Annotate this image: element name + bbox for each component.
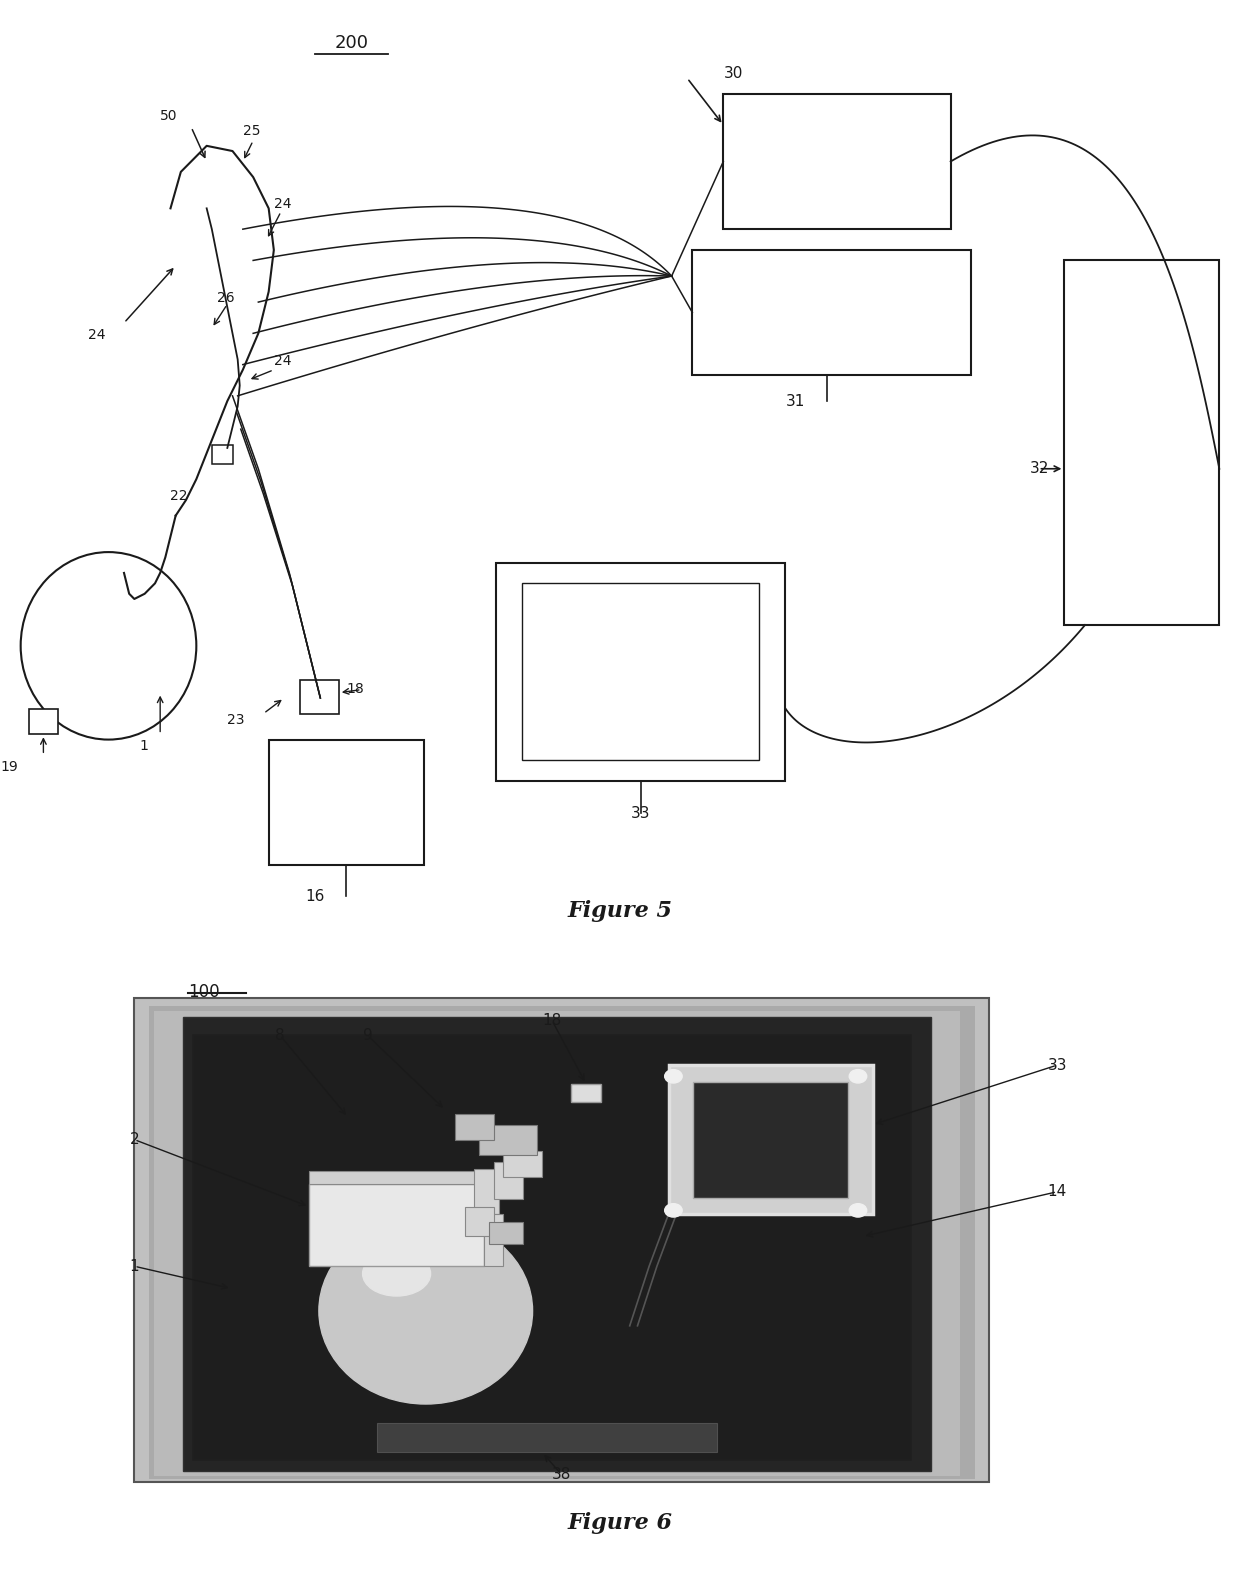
Text: 24: 24 xyxy=(274,197,291,211)
Text: Figure 5: Figure 5 xyxy=(568,899,672,922)
Bar xyxy=(693,1082,848,1198)
Text: 16: 16 xyxy=(305,890,325,904)
Ellipse shape xyxy=(849,1204,867,1217)
Text: 14: 14 xyxy=(1048,1184,1066,1200)
Bar xyxy=(494,1162,523,1200)
Text: 18: 18 xyxy=(346,682,363,696)
Bar xyxy=(455,1114,494,1139)
Text: 2: 2 xyxy=(129,1131,139,1147)
Text: 25: 25 xyxy=(243,124,260,138)
Bar xyxy=(309,1171,484,1184)
Text: 31: 31 xyxy=(786,394,805,410)
Bar xyxy=(474,1170,498,1214)
Text: 24: 24 xyxy=(88,327,105,342)
Bar xyxy=(668,1065,873,1214)
Text: 50: 50 xyxy=(160,108,177,122)
Bar xyxy=(269,739,424,864)
Bar xyxy=(184,1017,931,1471)
Text: 1: 1 xyxy=(139,739,149,753)
Bar xyxy=(522,583,759,761)
Bar xyxy=(496,563,785,782)
Bar xyxy=(503,1150,542,1177)
Ellipse shape xyxy=(665,1069,682,1084)
Text: 1: 1 xyxy=(129,1258,139,1274)
Bar xyxy=(489,1222,523,1244)
Ellipse shape xyxy=(849,1069,867,1084)
Bar xyxy=(465,1206,494,1236)
Bar xyxy=(692,249,971,375)
Bar xyxy=(377,1422,717,1452)
Text: 33: 33 xyxy=(631,806,651,820)
Bar xyxy=(1064,261,1219,624)
Text: 30: 30 xyxy=(723,67,743,81)
Text: 8: 8 xyxy=(275,1028,285,1042)
Bar xyxy=(154,1011,960,1476)
Bar xyxy=(149,1006,975,1478)
Text: 26: 26 xyxy=(217,291,234,305)
Bar xyxy=(134,998,990,1483)
Text: 23: 23 xyxy=(227,713,244,726)
Bar xyxy=(29,709,58,734)
Text: 33: 33 xyxy=(1048,1058,1066,1073)
Text: 38: 38 xyxy=(552,1467,572,1483)
Bar xyxy=(723,94,951,229)
Ellipse shape xyxy=(362,1252,430,1297)
Bar xyxy=(572,1084,600,1103)
Bar xyxy=(479,1125,537,1155)
Ellipse shape xyxy=(665,1204,682,1217)
Text: Figure 6: Figure 6 xyxy=(568,1513,672,1535)
Bar xyxy=(192,1036,911,1460)
Text: 32: 32 xyxy=(1029,461,1049,477)
Text: 100: 100 xyxy=(187,984,219,1001)
Text: 22: 22 xyxy=(170,489,188,504)
Bar xyxy=(300,680,339,713)
Ellipse shape xyxy=(319,1217,532,1405)
Text: 200: 200 xyxy=(335,33,368,52)
Text: 18: 18 xyxy=(542,1012,562,1028)
Bar xyxy=(309,1184,484,1266)
Text: 19: 19 xyxy=(0,760,17,774)
Text: 9: 9 xyxy=(362,1028,372,1042)
Text: 24: 24 xyxy=(274,354,291,367)
Bar xyxy=(484,1214,503,1266)
Bar xyxy=(212,445,233,464)
